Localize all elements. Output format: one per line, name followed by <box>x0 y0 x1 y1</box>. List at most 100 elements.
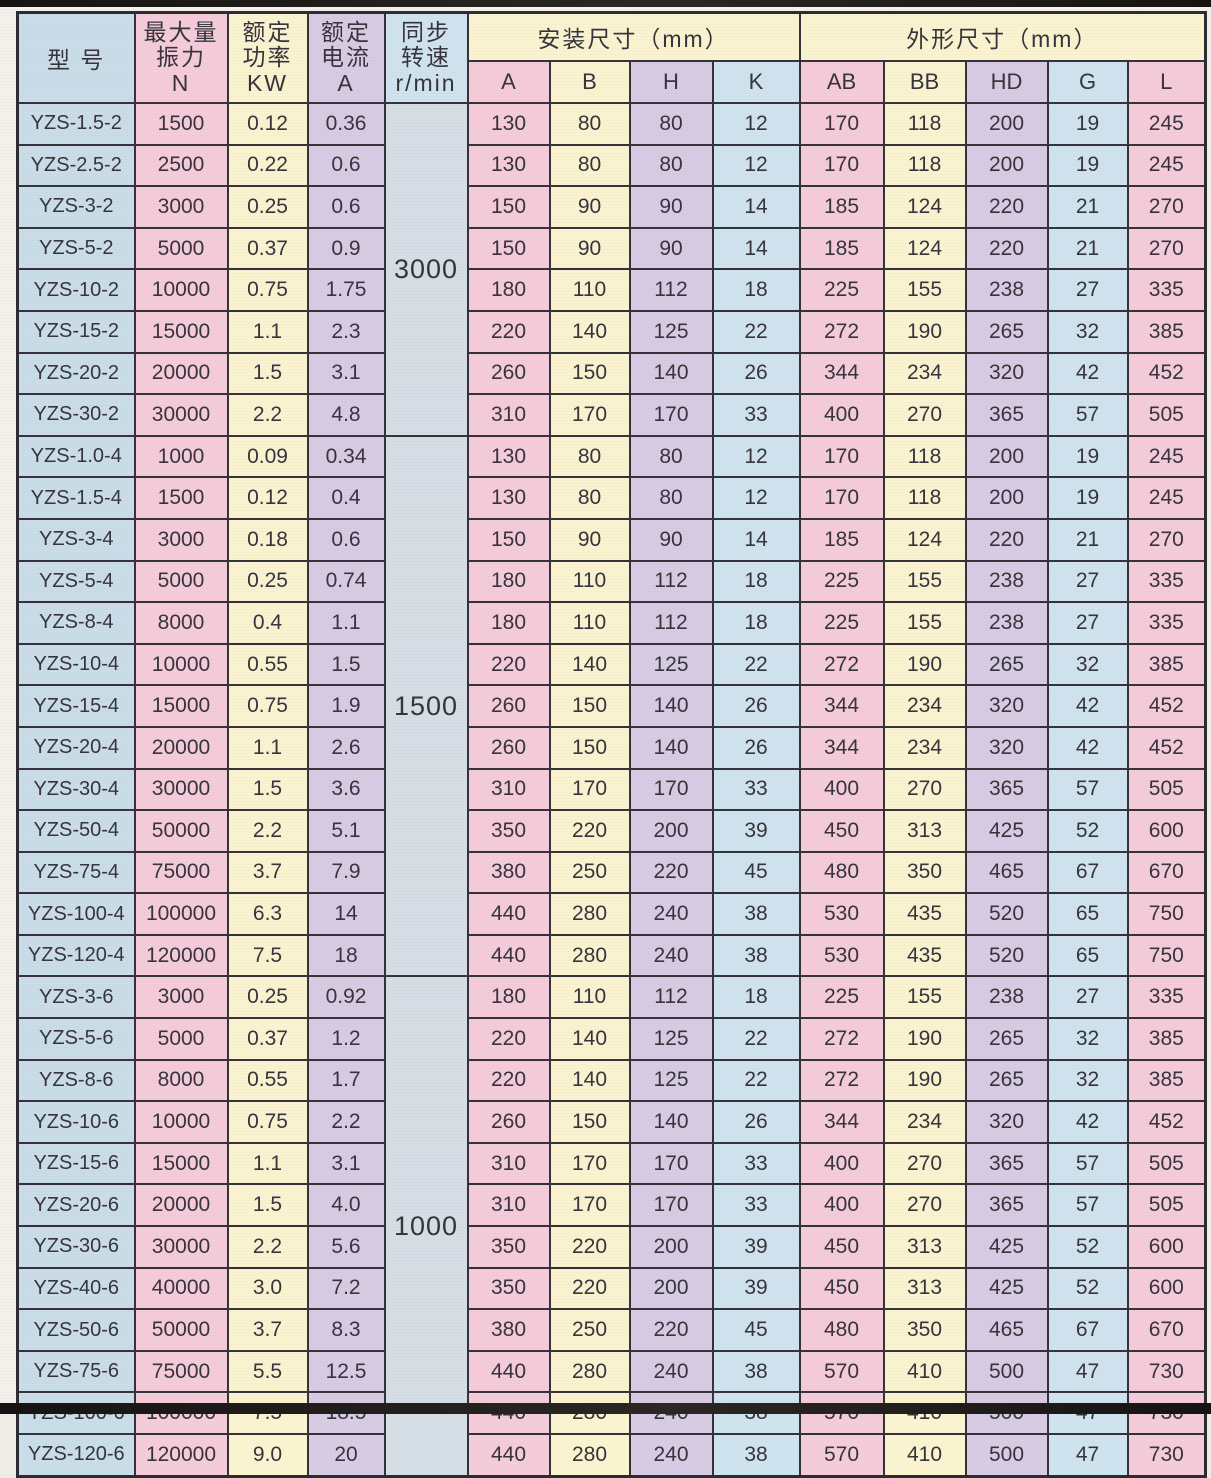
dim-cell-H: 200 <box>628 809 714 853</box>
power-cell: 0.25 <box>226 559 309 604</box>
dim-cell-L: 335 <box>1126 268 1207 312</box>
dim-cell-K: 12 <box>711 434 801 479</box>
dim-cell-A: 130 <box>466 143 551 188</box>
dim-cell-AB: 272 <box>798 1017 885 1061</box>
dim-cell-HD: 238 <box>964 975 1049 1020</box>
dim-cell-K: 22 <box>711 642 801 687</box>
dim-cell-B: 110 <box>548 975 631 1020</box>
dim-cell-H: 240 <box>628 933 714 978</box>
dim-cell-G: 27 <box>1046 268 1129 312</box>
dim-cell-H: 140 <box>628 684 714 728</box>
current-cell: 0.34 <box>306 434 386 479</box>
model-cell: YZS-1.5-4 <box>16 476 136 520</box>
dim-cell-AB: 272 <box>798 309 885 354</box>
model-cell: YZS-40-6 <box>16 1266 136 1311</box>
dim-cell-BB: 190 <box>882 1017 967 1061</box>
dim-cell-BB: 435 <box>882 892 967 936</box>
force-cell: 50000 <box>133 809 229 853</box>
dim-cell-B: 220 <box>548 809 631 853</box>
model-cell: YZS-20-2 <box>16 351 136 396</box>
dim-cell-H: 112 <box>628 975 714 1020</box>
table-header: 型 号 最大量 振力 N 额定 功率 KW 额定 电流 A 同步 转速 r/mi… <box>16 11 1207 104</box>
dim-cell-BB: 118 <box>882 476 967 520</box>
dim-cell-L: 452 <box>1126 351 1207 396</box>
current-cell: 2.2 <box>306 1100 386 1144</box>
dim-cell-K: 26 <box>711 351 801 396</box>
power-cell: 0.75 <box>226 1100 309 1144</box>
dim-cell-HD: 425 <box>964 1266 1049 1311</box>
power-cell: 0.25 <box>226 185 309 229</box>
dim-cell-K: 38 <box>711 1349 801 1394</box>
force-cell: 20000 <box>133 725 229 770</box>
col-header-current: 额定 电流 A <box>306 11 386 104</box>
dim-cell-BB: 350 <box>882 1308 967 1352</box>
dim-cell-HD: 500 <box>964 1349 1049 1394</box>
dim-cell-B: 140 <box>548 642 631 687</box>
power-cell: 2.2 <box>226 809 309 853</box>
speed-cell: 1500 <box>383 434 469 978</box>
spec-row: YZS-10-4 10000 0.55 1.5 220 140 125 22 272 190 265… <box>16 642 1207 687</box>
dim-cell-AB: 530 <box>798 933 885 978</box>
current-cell: 3.1 <box>306 1141 386 1186</box>
model-cell: YZS-10-2 <box>16 268 136 312</box>
current-cell: 5.6 <box>306 1225 386 1269</box>
dim-cell-A: 350 <box>466 1225 551 1269</box>
spec-table-body: YZS-1.5-2 1500 0.12 0.36 3000 130 80 80 12 170 118… <box>16 102 1207 1478</box>
sub-header-row: A B H K AB BB HD G L <box>18 60 1207 104</box>
dim-cell-A: 350 <box>466 809 551 853</box>
dim-cell-HD: 220 <box>964 226 1049 271</box>
force-cell: 10000 <box>133 642 229 687</box>
force-cell: 15000 <box>133 684 229 728</box>
spec-row: YZS-3-6 3000 0.25 0.92 1000 180 110 112 18 225 155… <box>16 975 1207 1478</box>
dim-cell-H: 90 <box>628 185 714 229</box>
dim-cell-HD: 365 <box>964 1141 1049 1186</box>
force-cell: 30000 <box>133 393 229 437</box>
dim-cell-G: 21 <box>1046 226 1129 271</box>
dim-cell-BB: 234 <box>882 684 967 728</box>
model-cell: YZS-15-2 <box>16 309 136 354</box>
dim-cell-HD: 520 <box>964 892 1049 936</box>
spec-row: YZS-15-4 15000 0.75 1.9 260 150 140 26 344 234 320… <box>16 684 1207 728</box>
power-cell: 1.1 <box>226 309 309 354</box>
power-cell: 1.5 <box>226 767 309 812</box>
dim-cell-L: 505 <box>1126 393 1207 437</box>
dim-cell-L: 750 <box>1126 892 1207 936</box>
dim-cell-G: 57 <box>1046 767 1129 812</box>
col-header-AB: AB <box>798 60 885 104</box>
power-cell: 0.75 <box>226 268 309 312</box>
dim-cell-HD: 265 <box>964 1058 1049 1103</box>
power-cell: 2.2 <box>226 393 309 437</box>
col-header-K: K <box>711 60 801 104</box>
dim-cell-G: 47 <box>1046 1349 1129 1394</box>
dim-cell-L: 245 <box>1126 434 1207 479</box>
dim-cell-A: 380 <box>466 1308 551 1352</box>
model-cell: YZS-8-4 <box>16 601 136 645</box>
dim-cell-H: 240 <box>628 1432 714 1478</box>
dim-cell-HD: 520 <box>964 933 1049 978</box>
force-cell: 10000 <box>133 268 229 312</box>
dim-cell-K: 12 <box>711 476 801 520</box>
dim-cell-B: 140 <box>548 1058 631 1103</box>
dim-cell-AB: 450 <box>798 1225 885 1269</box>
power-cell: 0.12 <box>226 476 309 520</box>
model-cell: YZS-2.5-2 <box>16 143 136 188</box>
spec-row: YZS-1.5-4 1500 0.12 0.4 130 80 80 12 170 118 200 19… <box>16 476 1207 520</box>
dim-cell-G: 21 <box>1046 517 1129 562</box>
dim-cell-A: 150 <box>466 517 551 562</box>
dim-cell-AB: 450 <box>798 809 885 853</box>
dim-cell-G: 32 <box>1046 309 1129 354</box>
dim-cell-G: 32 <box>1046 1058 1129 1103</box>
dim-cell-HD: 238 <box>964 559 1049 604</box>
dim-cell-B: 280 <box>548 933 631 978</box>
dim-cell-G: 52 <box>1046 809 1129 853</box>
dim-cell-BB: 234 <box>882 351 967 396</box>
dim-cell-A: 350 <box>466 1266 551 1311</box>
dim-cell-A: 440 <box>466 1432 551 1478</box>
dim-cell-L: 600 <box>1126 809 1207 853</box>
dim-cell-H: 125 <box>628 1058 714 1103</box>
dim-cell-B: 250 <box>548 1308 631 1352</box>
scan-edge-top <box>0 0 1211 7</box>
dim-cell-H: 80 <box>628 143 714 188</box>
dim-cell-B: 150 <box>548 351 631 396</box>
current-cell: 3.1 <box>306 351 386 396</box>
